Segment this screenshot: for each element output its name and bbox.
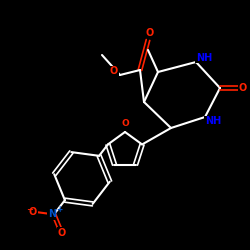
Text: O: O [110, 66, 118, 76]
Text: O: O [121, 120, 129, 128]
Text: NH: NH [196, 53, 212, 63]
Text: NH: NH [205, 116, 221, 126]
Text: O: O [58, 228, 66, 238]
Text: O: O [29, 207, 37, 217]
Text: −: − [26, 204, 33, 214]
Text: O: O [239, 83, 247, 93]
Text: +: + [56, 205, 62, 214]
Text: O: O [146, 28, 154, 38]
Text: N: N [48, 210, 56, 220]
